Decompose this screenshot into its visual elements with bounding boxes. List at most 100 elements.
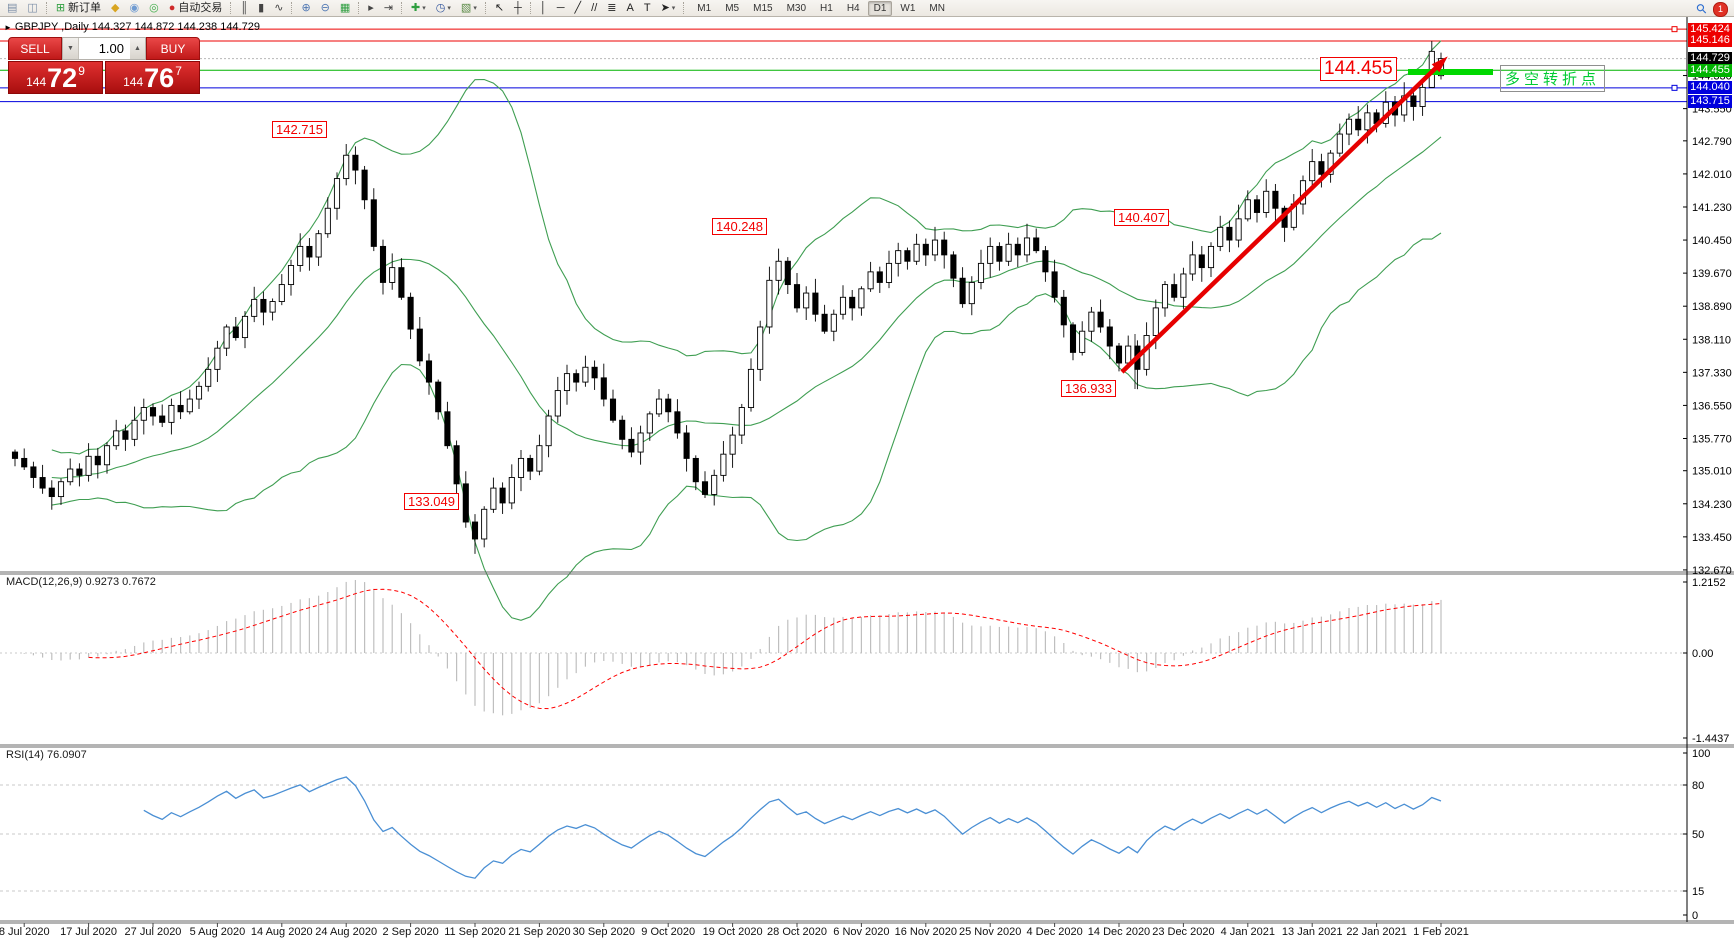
svg-text:140.450: 140.450: [1692, 235, 1732, 247]
hline-icon: ─: [556, 1, 565, 14]
cursor-icon[interactable]: ↖: [491, 0, 508, 17]
fibonacci-icon[interactable]: ≣: [603, 0, 620, 17]
autotrading-icon[interactable]: ● 自动交易: [165, 0, 227, 17]
svg-text:142.790: 142.790: [1692, 136, 1732, 148]
sell-price-pip: 9: [78, 64, 85, 78]
chart-shift-icon[interactable]: ⇥: [380, 0, 397, 17]
volume-down-button[interactable]: ▼: [63, 38, 79, 59]
text-icon[interactable]: A: [622, 0, 637, 17]
line-chart-icon[interactable]: ∿: [270, 0, 287, 17]
toolbar-separator: [358, 2, 360, 14]
svg-text:135.770: 135.770: [1692, 433, 1732, 445]
fibonacci-icon: ≣: [607, 1, 617, 14]
print-preview-icon[interactable]: ◫: [23, 0, 41, 17]
auto-scroll-icon[interactable]: ▸: [364, 0, 378, 17]
rsi-indicator-label: RSI(14) 76.0907: [6, 749, 87, 761]
arrows-icon[interactable]: ➤ ▾: [657, 0, 680, 17]
svg-text:19 Oct 2020: 19 Oct 2020: [703, 926, 763, 938]
sell-price-button[interactable]: 144 72 9: [8, 61, 103, 94]
sell-button[interactable]: SELL: [8, 37, 62, 60]
autotrading-icon-label: 自动交易: [178, 1, 223, 14]
zoom-out-icon: ⊖: [320, 1, 330, 14]
svg-text:16 Nov 2020: 16 Nov 2020: [895, 926, 957, 938]
new-order-icon-label: 新订单: [68, 1, 102, 14]
svg-text:1.2152: 1.2152: [1692, 577, 1726, 589]
cursor-icon: ↖: [494, 1, 505, 14]
price-callout-label[interactable]: 136.933: [1061, 380, 1116, 397]
timeframe-m5[interactable]: M5: [725, 2, 740, 14]
price-callout-label[interactable]: 142.715: [272, 121, 327, 138]
svg-text:142.010: 142.010: [1692, 169, 1732, 181]
timeframe-m15[interactable]: M15: [753, 2, 773, 14]
price-callout-label[interactable]: 140.407: [1114, 209, 1169, 226]
channel-icon[interactable]: //: [587, 0, 601, 17]
indicators-icon[interactable]: ✚ ▾: [407, 0, 430, 17]
toolbar-separator: [401, 2, 403, 14]
periods-icon[interactable]: ◷ ▾: [432, 0, 455, 17]
templates-icon[interactable]: ▧ ▾: [457, 0, 481, 17]
print-icon[interactable]: ▤: [3, 0, 21, 17]
price-callout-label[interactable]: 144.455: [1320, 57, 1397, 81]
svg-text:-1.4437: -1.4437: [1692, 733, 1729, 745]
toolbar-right-group: ⚲ 1: [1693, 0, 1728, 17]
axis-price-tag: 145.146: [1688, 34, 1732, 48]
price-callout-label[interactable]: 140.248: [712, 218, 767, 235]
turning-point-annotation[interactable]: 多空转折点: [1500, 65, 1606, 92]
svg-text:8 Jul 2020: 8 Jul 2020: [0, 926, 50, 938]
auto-scroll-icon: ▸: [368, 1, 374, 14]
new-order-icon[interactable]: ⊞ 新订单: [52, 0, 105, 17]
svg-text:15: 15: [1692, 886, 1704, 898]
timeframe-d1[interactable]: D1: [867, 0, 893, 16]
volume-value[interactable]: 1.00: [98, 41, 124, 56]
sell-price-main: 72: [47, 63, 78, 93]
toolbar-icon-group: ▤ ◫ ⊞ 新订单 ◆ ◉ ◎ ● 自动交易 ║ ▮ ∿ ⊕ ⊖ ▦ ▸ ⇥ ✚ ▾ ◷ ▾ ▧ ▾ ↖ ┼ │ ─ ╱// ≣ A T ➤ ▾: [2, 0, 688, 17]
hline-icon[interactable]: ─: [553, 0, 569, 17]
vline-icon[interactable]: │: [536, 0, 551, 17]
tile-windows-icon[interactable]: ▦: [336, 0, 354, 17]
search-icon[interactable]: ⚲: [1693, 0, 1711, 18]
buy-price-button[interactable]: 144 76 7: [105, 61, 200, 94]
label-icon[interactable]: T: [640, 0, 655, 17]
community-icon: ◉: [129, 1, 140, 14]
svg-text:13 Jan 2021: 13 Jan 2021: [1282, 926, 1343, 938]
timeframe-w1[interactable]: W1: [900, 2, 916, 14]
chart-symbol-title: ► GBPJPY ,Daily 144.327 144.872 144.238 1…: [4, 21, 260, 33]
svg-text:50: 50: [1692, 829, 1704, 841]
dropdown-arrow-icon: ▾: [447, 4, 451, 12]
candlestick-chart-icon[interactable]: ▮: [254, 0, 268, 17]
zoom-out-icon[interactable]: ⊖: [317, 0, 334, 17]
timeframe-h4[interactable]: H4: [846, 2, 860, 14]
zoom-in-icon[interactable]: ⊕: [297, 0, 314, 17]
price-callout-label[interactable]: 133.049: [404, 493, 459, 510]
bar-chart-icon[interactable]: ║: [236, 0, 252, 17]
timeframe-m1[interactable]: M1: [697, 2, 712, 14]
buy-button[interactable]: BUY: [146, 37, 200, 60]
dropdown-arrow-icon: ▾: [671, 4, 676, 12]
volume-up-button[interactable]: ▲: [130, 38, 145, 59]
buy-price-prefix: 144: [123, 75, 144, 89]
toolbar-separator: [291, 2, 293, 14]
timeframe-h1[interactable]: H1: [820, 2, 833, 14]
one-click-trading-panel: SELL ▼ 1.00 ▲ BUY 144 72 9 144 76 7: [8, 37, 200, 94]
timeframe-m30[interactable]: M30: [786, 2, 807, 14]
svg-text:17 Jul 2020: 17 Jul 2020: [60, 926, 117, 938]
label-icon: T: [643, 1, 651, 14]
zoom-in-icon: ⊕: [301, 1, 311, 14]
toolbar-separator: [484, 2, 487, 14]
macd-indicator-label: MACD(12,26,9) 0.9273 0.7672: [6, 576, 156, 588]
trendline-icon[interactable]: ╱: [571, 0, 586, 17]
svg-text:138.110: 138.110: [1692, 334, 1731, 346]
timeframe-mn[interactable]: MN: [929, 2, 945, 14]
svg-text:100: 100: [1692, 748, 1710, 760]
symbol-ohlc-text: GBPJPY ,Daily 144.327 144.872 144.238 14…: [14, 21, 260, 33]
print-icon: ▤: [7, 1, 18, 14]
gold-icon[interactable]: ◆: [107, 0, 123, 17]
signal-icon[interactable]: ◎: [145, 0, 163, 17]
crosshair-icon[interactable]: ┼: [510, 0, 526, 17]
community-icon[interactable]: ◉: [126, 0, 144, 17]
svg-text:134.230: 134.230: [1692, 499, 1732, 511]
svg-text:28 Oct 2020: 28 Oct 2020: [767, 926, 827, 938]
svg-text:6 Nov 2020: 6 Nov 2020: [833, 926, 889, 938]
notification-badge[interactable]: 1: [1713, 1, 1728, 17]
